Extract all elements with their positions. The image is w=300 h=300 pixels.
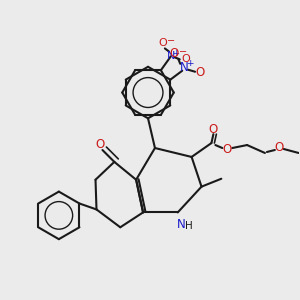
Text: O: O [274,140,283,154]
Text: O: O [158,38,167,49]
Text: N: N [180,61,189,74]
Text: O: O [209,123,218,136]
Text: −: − [167,35,175,46]
Text: H: H [185,221,193,231]
Text: +: + [172,49,179,58]
Text: O: O [96,138,105,151]
Text: +: + [186,59,194,68]
Text: O: O [195,66,205,79]
Text: N: N [167,51,175,62]
Text: O: O [170,47,179,60]
Text: −: − [179,47,187,57]
Text: O: O [223,142,232,155]
Text: O: O [181,54,190,64]
Text: N: N [177,218,186,231]
